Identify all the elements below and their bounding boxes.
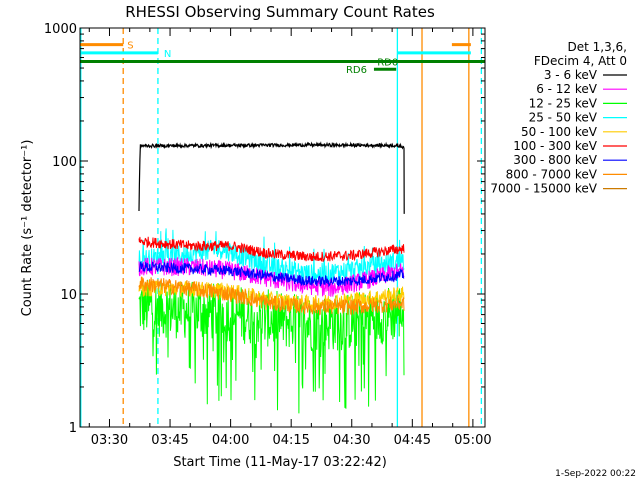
x-tick-label: 03:45 xyxy=(151,433,188,448)
legend-entry-label: 50 - 100 keV xyxy=(521,125,598,139)
series-line xyxy=(138,141,405,214)
flag-label: S xyxy=(127,41,133,52)
y-tick-label: 10 xyxy=(60,288,77,303)
series-line xyxy=(138,276,405,316)
y-tick-label: 100 xyxy=(52,155,77,170)
series-layer xyxy=(138,141,405,414)
axes-layer: 03:30 03:45 04:00 04:15 04:30 04:45 05:00 1 10 10… xyxy=(44,22,492,448)
x-axis-label: Start Time (11-May-17 03:22:42) xyxy=(173,455,387,470)
x-tick-label: 05:00 xyxy=(454,433,491,448)
series-line xyxy=(138,260,405,288)
legend-header: Det 1,3,6, xyxy=(568,40,628,54)
series-line xyxy=(138,228,405,285)
legend-entry-label: 6 - 12 keV xyxy=(536,82,598,96)
x-tick-label: 04:30 xyxy=(333,433,370,448)
x-tick-label: 04:45 xyxy=(394,433,431,448)
legend-entry-label: 7000 - 15000 keV xyxy=(490,182,597,196)
x-tick-label: 03:30 xyxy=(91,433,128,448)
chart-title: RHESSI Observing Summary Count Rates xyxy=(125,3,435,21)
legend-entry-label: 12 - 25 keV xyxy=(529,96,598,110)
flag-label: N xyxy=(164,49,171,60)
flag-label: RD6 xyxy=(346,65,367,76)
render-timestamp: 1-Sep-2022 00:22 xyxy=(555,469,636,479)
flags-layer: S N RD0 RD6 xyxy=(80,41,485,76)
legend-entry-label: 300 - 800 keV xyxy=(513,153,597,167)
x-tick-label: 04:15 xyxy=(272,433,309,448)
plot-frame xyxy=(79,27,486,428)
legend-entry-label: 100 - 300 keV xyxy=(513,139,597,153)
legend-entry-label: 800 - 7000 keV xyxy=(506,167,598,181)
legend-entry-label: 25 - 50 keV xyxy=(529,111,598,125)
legend-entry-label: 3 - 6 keV xyxy=(544,68,598,82)
series-line xyxy=(138,279,405,414)
series-line xyxy=(138,236,405,262)
x-tick-label: 04:00 xyxy=(212,433,249,448)
y-tick-label: 1000 xyxy=(44,22,77,37)
legend-header: FDecim 4, Att 0 xyxy=(534,54,627,68)
vlines-layer xyxy=(80,28,483,427)
y-tick-label: 1 xyxy=(69,421,77,436)
flag-label: RD0 xyxy=(377,57,398,68)
y-axis-label: Count Rate (s⁻¹ detector⁻¹) xyxy=(20,140,35,317)
